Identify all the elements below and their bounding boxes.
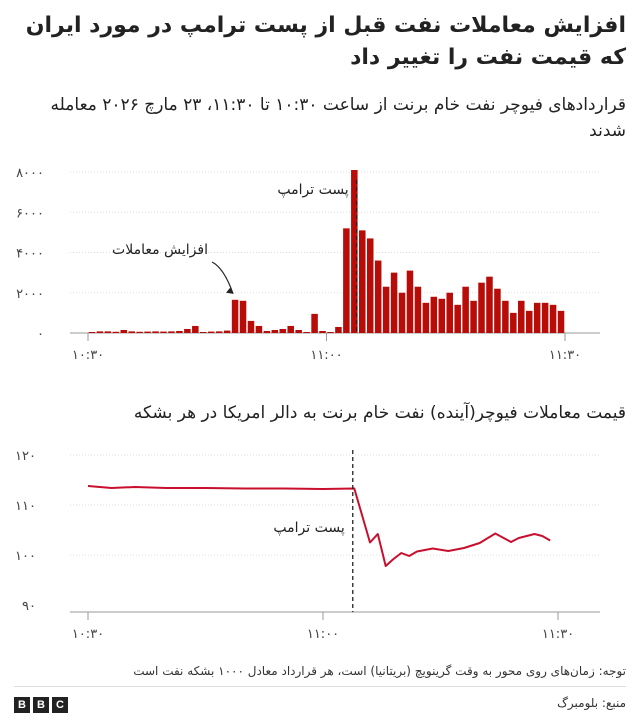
volume-bar [478, 282, 485, 333]
volume-bar [279, 328, 287, 333]
volume-bar [263, 330, 271, 333]
price-line-chart: ۹۰ ۱۰۰ ۱۱۰ ۱۲۰ ۱۰:۳۰ ۱۱:۰۰ ۱۱:۳۰ پست ترامپ [15, 449, 600, 642]
volume-bar [319, 330, 326, 333]
volume-bar [533, 302, 541, 333]
timezone-note: توجه: زمان‌های روی محور به وقت گرینویچ (… [133, 664, 626, 678]
volume-bar [176, 330, 183, 333]
y-tick-label: ۱۲۰ [15, 449, 36, 464]
volume-bar [494, 288, 501, 333]
volume-bar [486, 276, 493, 333]
y-tick-label: ۴۰۰۰ [16, 247, 44, 262]
trump-post-annotation: پست ترامپ [277, 182, 348, 198]
volume-bar [406, 270, 414, 333]
volume-bar [128, 331, 135, 333]
x-tick-label: ۱۰:۳۰ [72, 348, 104, 363]
volume-bar [247, 320, 255, 333]
volume-bar [549, 304, 557, 333]
footer-divider [14, 686, 626, 687]
bbc-logo: B B C [14, 697, 68, 713]
logo-letter: B [14, 697, 30, 713]
volume-bar [311, 313, 318, 333]
volume-bar [136, 331, 143, 333]
volume-bar [446, 292, 453, 333]
volume-bar [398, 292, 406, 333]
price-chart-subtitle: قیمت معاملات فیوچر(آینده) نفت خام برنت ب… [133, 403, 626, 423]
volume-bar [422, 302, 430, 333]
volume-bar [470, 300, 477, 333]
volume-bar [359, 230, 366, 333]
x-tick-label: ۱۱:۳۰ [542, 627, 574, 642]
volume-bar [343, 228, 350, 333]
logo-letter: C [52, 697, 68, 713]
price-line [87, 485, 551, 567]
y-tick-label: ۱۱۰ [15, 499, 36, 514]
volume-bar [327, 331, 334, 333]
volume-bar [366, 238, 374, 333]
volume-bar [454, 304, 461, 333]
volume-bar [215, 331, 223, 333]
volume-bar [287, 325, 294, 333]
volume-bar [144, 331, 151, 333]
volume-bar [104, 331, 112, 333]
volume-bar [192, 325, 199, 333]
y-tick-label: ۱۰۰ [15, 549, 36, 564]
volume-bar [374, 260, 382, 333]
volume-bar [255, 325, 263, 333]
volume-bar-chart: ۰ ۲۰۰۰ ۴۰۰۰ ۶۰۰۰ ۸۰۰۰ ۱۰:۳۰ ۱۱:۰۰ ۱۱:۳۰ پست ترام… [16, 166, 600, 363]
volume-bar [351, 169, 358, 333]
y-tick-label: ۰ [37, 327, 44, 342]
volume-bar [303, 331, 310, 333]
x-tick-label: ۱۱:۰۰ [307, 627, 339, 642]
volume-bar [207, 331, 215, 333]
volume-bar [414, 286, 422, 333]
volume-bar [184, 328, 191, 333]
y-tick-label: ۹۰ [22, 599, 36, 614]
volume-bar [271, 329, 279, 333]
volume-bar [525, 310, 533, 333]
volume-bar [295, 329, 302, 333]
volume-bar [112, 331, 120, 333]
volume-bar [223, 330, 231, 333]
volume-bar [160, 331, 167, 333]
volume-bar [168, 331, 175, 333]
volume-bar [557, 310, 565, 333]
volume-bar [541, 302, 549, 333]
volume-bar [200, 331, 207, 333]
trump-post-annotation: پست ترامپ [273, 520, 344, 536]
volume-bar [120, 329, 128, 333]
volume-chart-subtitle: قراردادهای فیوچر نفت خام برنت از ساعت ۱۰… [50, 95, 626, 141]
x-tick-label: ۱۱:۳۰ [549, 348, 581, 363]
volume-bar [96, 331, 104, 333]
volume-bar [335, 326, 342, 333]
spike-annotation: افزایش معاملات [112, 242, 208, 258]
volume-bar [502, 300, 509, 333]
y-tick-label: ۸۰۰۰ [16, 166, 44, 181]
volume-bar [518, 300, 525, 333]
x-tick-label: ۱۱:۰۰ [310, 348, 342, 363]
volume-bar [88, 331, 96, 333]
volume-bar [390, 272, 398, 333]
logo-letter: B [33, 697, 49, 713]
volume-bar [152, 331, 159, 333]
volume-bar [231, 299, 239, 333]
x-tick-label: ۱۰:۳۰ [72, 627, 104, 642]
volume-bar [438, 298, 446, 333]
y-tick-label: ۶۰۰۰ [16, 206, 44, 221]
y-tick-label: ۲۰۰۰ [16, 287, 44, 302]
volume-bar [462, 286, 469, 333]
volume-bar [430, 296, 438, 333]
volume-bar [510, 312, 517, 333]
volume-bar [239, 300, 247, 333]
source-label: منبع: بلومبرگ [557, 696, 626, 710]
spike-arrow [211, 261, 234, 294]
volume-bar [382, 286, 390, 333]
spike-arrowhead [226, 287, 234, 294]
chart-title: افزایش معاملات نفت قبل از پست ترامپ در م… [25, 13, 626, 70]
